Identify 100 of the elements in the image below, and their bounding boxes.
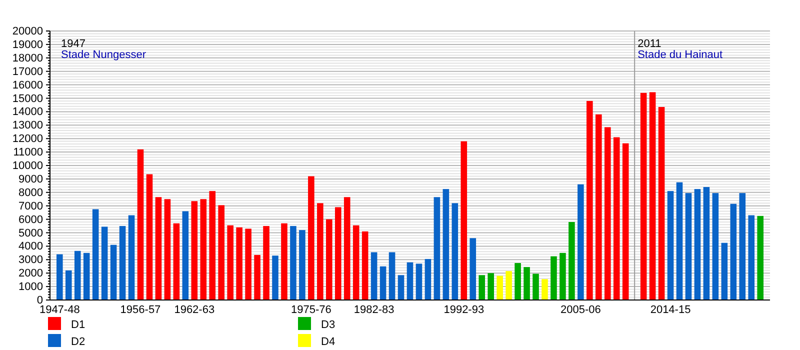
bar [398, 275, 404, 300]
bar [416, 264, 422, 300]
bar [56, 254, 63, 300]
y-tick-label: 1000 [18, 281, 43, 294]
y-tick-label: 13000 [12, 120, 43, 132]
bar [532, 274, 539, 300]
bar [586, 100, 593, 300]
bar [317, 203, 324, 300]
x-tick-label: 1982-83 [354, 304, 394, 316]
bar [658, 106, 665, 300]
annotation: 2011 [638, 38, 662, 50]
bar [514, 263, 521, 300]
bar [613, 137, 620, 300]
bar [299, 230, 306, 300]
x-tick-label: 1975-76 [290, 304, 332, 316]
bar [506, 271, 512, 300]
bar [496, 276, 503, 300]
y-tick-label: 3000 [18, 254, 43, 266]
y-tick-label: 11000 [13, 146, 43, 159]
bar [721, 242, 728, 300]
annotation: Stade du Hainaut [638, 49, 723, 61]
bar [290, 226, 296, 300]
bar [83, 252, 90, 300]
bar [272, 256, 278, 300]
y-tick-label: 16000 [12, 79, 43, 92]
bar [218, 205, 224, 300]
y-tick-label: 17000 [12, 66, 43, 78]
y-tick-label: 20000 [12, 26, 43, 38]
y-tick-label: 5000 [18, 227, 43, 240]
legend-label: D4 [321, 336, 336, 348]
x-tick-label: 1992-93 [444, 304, 484, 316]
y-tick-label: 9000 [18, 173, 43, 186]
y-tick-label: 14000 [12, 106, 43, 118]
bar [146, 174, 153, 300]
bar [110, 244, 117, 300]
bar [74, 250, 81, 300]
bar [730, 204, 737, 300]
bar [424, 258, 432, 300]
bar [406, 262, 414, 300]
y-tick-label: 8000 [18, 186, 43, 199]
bar [137, 149, 144, 300]
bar [712, 193, 719, 300]
bar [578, 184, 584, 300]
bar [452, 203, 458, 300]
bar [245, 228, 252, 300]
bar [622, 143, 629, 300]
bar [524, 267, 530, 300]
bar [128, 215, 135, 300]
bar [119, 226, 126, 300]
bar [748, 215, 755, 300]
y-tick-label: 4000 [18, 240, 43, 253]
y-tick-label: 7000 [18, 200, 43, 212]
bar [263, 226, 270, 300]
bar [101, 226, 108, 300]
bar [173, 223, 180, 300]
bar [155, 197, 162, 300]
bar [676, 182, 683, 300]
bar [370, 252, 378, 300]
bar [640, 92, 647, 300]
legend-label: D3 [321, 319, 336, 331]
bar [209, 191, 216, 300]
legend-label: D1 [71, 319, 86, 331]
bar [182, 211, 189, 300]
x-tick-label: 1956-57 [120, 304, 161, 316]
bar [550, 256, 557, 300]
x-tick-label: 1962-63 [174, 304, 215, 316]
bar [200, 199, 207, 300]
bar [694, 189, 701, 300]
bar [703, 187, 710, 300]
bar [380, 266, 386, 300]
bar [542, 279, 548, 300]
y-tick-label: 15000 [12, 92, 43, 105]
y-tick-label: 19000 [12, 38, 43, 51]
bar [308, 176, 314, 300]
bar [649, 92, 656, 300]
bar [334, 207, 342, 300]
bar [227, 225, 234, 300]
bar [667, 191, 674, 300]
bar [236, 227, 242, 300]
x-tick-label: 2005-06 [560, 304, 601, 316]
bar [92, 209, 99, 300]
bar [442, 189, 450, 300]
bar [460, 141, 468, 300]
annotation: Stade Nungesser [61, 49, 146, 61]
bar [326, 219, 332, 300]
bar [254, 254, 260, 300]
bar [560, 252, 566, 300]
bar [281, 223, 288, 300]
bar [604, 127, 611, 300]
x-tick-label: 1947-48 [39, 304, 80, 316]
y-tick-label: 12000 [12, 133, 43, 146]
bar [757, 216, 764, 300]
bar [568, 222, 575, 300]
bar [434, 197, 440, 300]
bar [478, 275, 486, 300]
bar [388, 252, 396, 300]
y-tick-label: 10000 [12, 160, 43, 172]
bar [362, 231, 368, 300]
y-tick-label: 2000 [18, 268, 43, 280]
bar [739, 193, 746, 300]
